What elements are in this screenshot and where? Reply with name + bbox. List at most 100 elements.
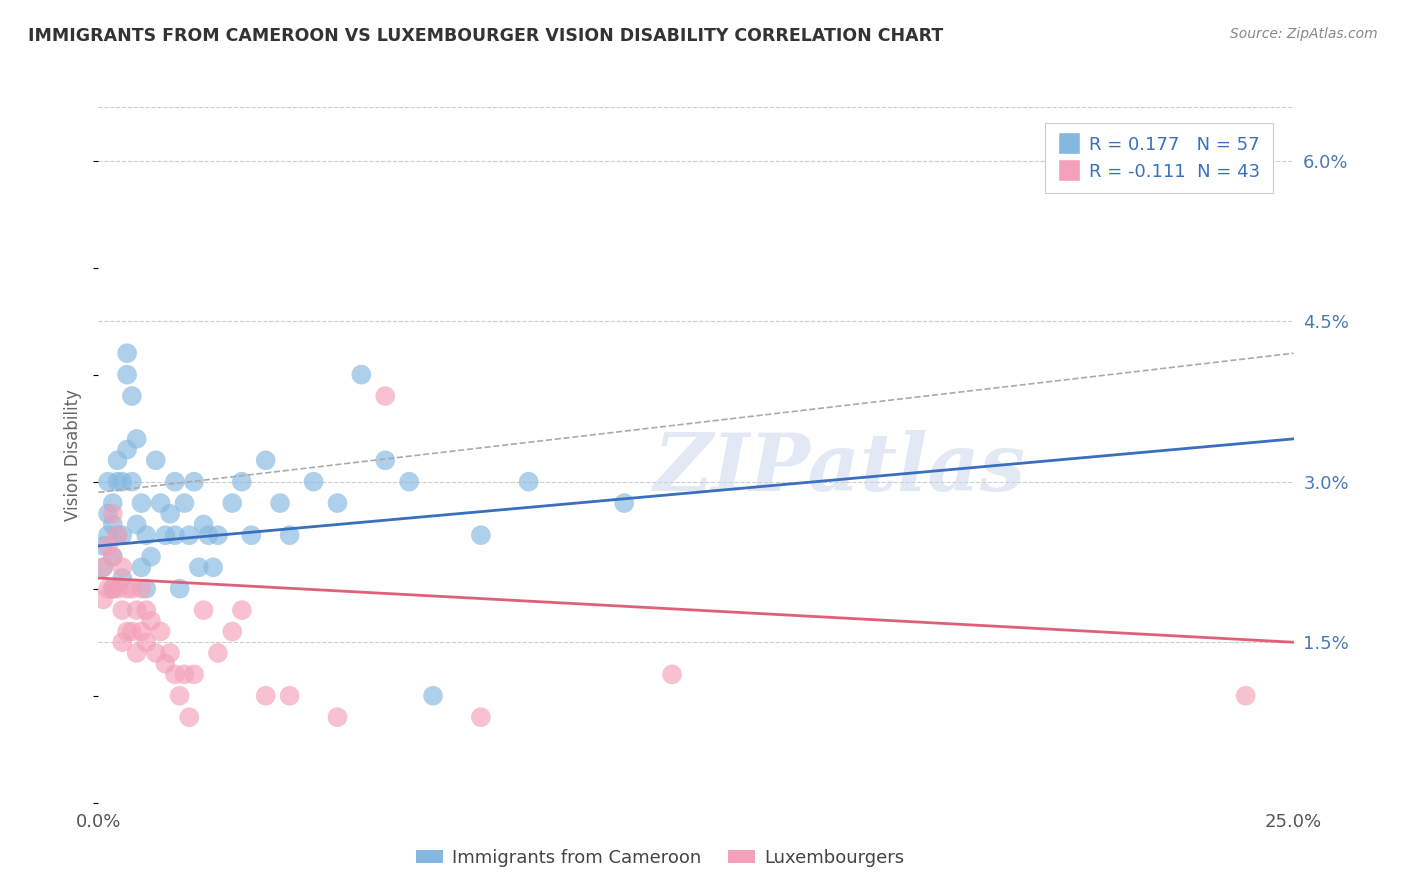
Point	[202, 560, 225, 574]
Point	[107, 528, 129, 542]
Point	[145, 646, 167, 660]
Point	[101, 517, 124, 532]
Point	[107, 475, 129, 489]
Point	[159, 646, 181, 660]
Point	[613, 496, 636, 510]
Point	[139, 549, 162, 564]
Point	[221, 496, 243, 510]
Point	[91, 560, 114, 574]
Point	[115, 442, 138, 457]
Point	[221, 624, 243, 639]
Point	[254, 689, 277, 703]
Point	[135, 528, 157, 542]
Y-axis label: Vision Disability: Vision Disability	[65, 389, 83, 521]
Point	[135, 582, 157, 596]
Point	[115, 624, 138, 639]
Point	[278, 689, 301, 703]
Point	[155, 657, 177, 671]
Point	[422, 689, 444, 703]
Point	[131, 582, 153, 596]
Point	[374, 389, 396, 403]
Point	[326, 710, 349, 724]
Point	[254, 453, 277, 467]
Point	[159, 507, 181, 521]
Point	[193, 603, 215, 617]
Point	[135, 635, 157, 649]
Point	[231, 475, 253, 489]
Point	[183, 667, 205, 681]
Point	[207, 646, 229, 660]
Point	[97, 475, 120, 489]
Point	[91, 592, 114, 607]
Point	[169, 689, 191, 703]
Point	[125, 646, 148, 660]
Point	[1234, 689, 1257, 703]
Point	[107, 453, 129, 467]
Point	[470, 710, 492, 724]
Point	[269, 496, 291, 510]
Point	[155, 528, 177, 542]
Point	[115, 582, 138, 596]
Point	[107, 528, 129, 542]
Point	[163, 667, 186, 681]
Text: ZIPatlas: ZIPatlas	[654, 430, 1025, 508]
Point	[121, 389, 143, 403]
Point	[149, 496, 172, 510]
Point	[398, 475, 420, 489]
Point	[111, 635, 134, 649]
Point	[145, 453, 167, 467]
Point	[101, 582, 124, 596]
Point	[179, 710, 201, 724]
Point	[169, 582, 191, 596]
Point	[115, 346, 138, 360]
Point	[121, 582, 143, 596]
Point	[326, 496, 349, 510]
Point	[163, 475, 186, 489]
Point	[183, 475, 205, 489]
Point	[107, 582, 129, 596]
Point	[125, 517, 148, 532]
Point	[111, 603, 134, 617]
Point	[125, 603, 148, 617]
Point	[135, 603, 157, 617]
Point	[111, 571, 134, 585]
Point	[131, 624, 153, 639]
Legend: Immigrants from Cameroon, Luxembourgers: Immigrants from Cameroon, Luxembourgers	[409, 841, 911, 874]
Point	[111, 475, 134, 489]
Point	[240, 528, 263, 542]
Point	[97, 582, 120, 596]
Point	[91, 539, 114, 553]
Text: IMMIGRANTS FROM CAMEROON VS LUXEMBOURGER VISION DISABILITY CORRELATION CHART: IMMIGRANTS FROM CAMEROON VS LUXEMBOURGER…	[28, 27, 943, 45]
Point	[350, 368, 373, 382]
Point	[173, 667, 195, 681]
Point	[131, 496, 153, 510]
Point	[179, 528, 201, 542]
Point	[101, 507, 124, 521]
Point	[101, 549, 124, 564]
Point	[231, 603, 253, 617]
Text: Source: ZipAtlas.com: Source: ZipAtlas.com	[1230, 27, 1378, 41]
Point	[187, 560, 209, 574]
Point	[302, 475, 325, 489]
Point	[131, 560, 153, 574]
Point	[97, 528, 120, 542]
Point	[97, 539, 120, 553]
Point	[207, 528, 229, 542]
Point	[197, 528, 219, 542]
Point	[101, 582, 124, 596]
Point	[139, 614, 162, 628]
Point	[111, 528, 134, 542]
Point	[661, 667, 683, 681]
Point	[163, 528, 186, 542]
Point	[91, 560, 114, 574]
Point	[374, 453, 396, 467]
Point	[121, 624, 143, 639]
Point	[121, 475, 143, 489]
Point	[101, 496, 124, 510]
Point	[193, 517, 215, 532]
Point	[115, 368, 138, 382]
Point	[111, 560, 134, 574]
Point	[125, 432, 148, 446]
Point	[97, 507, 120, 521]
Point	[101, 549, 124, 564]
